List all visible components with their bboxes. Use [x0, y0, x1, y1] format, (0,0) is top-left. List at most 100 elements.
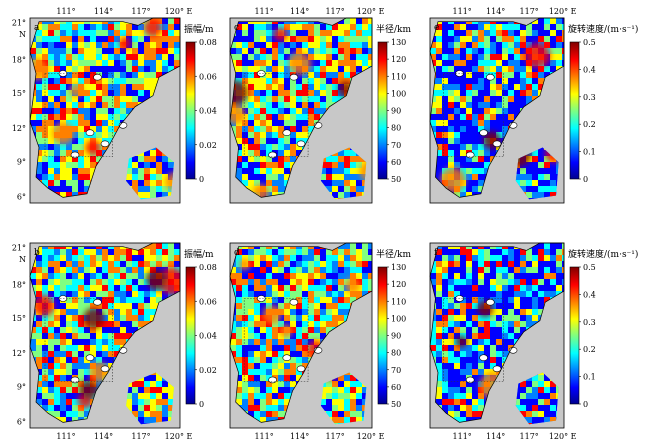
colorbar-tick-label: 50: [391, 400, 401, 409]
colorbar-tick-label: 0: [199, 175, 204, 184]
longitude-tick-label: 120° E: [357, 7, 385, 16]
longitude-tick-label: 114°: [290, 7, 309, 16]
longitude-tick-label: 120° E: [549, 432, 577, 441]
longitude-tick-label: 120° E: [165, 7, 193, 16]
colorbar: [377, 41, 388, 180]
island-shape: [289, 73, 299, 81]
longitude-tick-label: 114°: [94, 432, 113, 441]
map-panel-c: c 半径/km 130 120 110 100 90 80 70 60 50 111° 114° 117°…: [229, 7, 411, 204]
colorbar: [377, 266, 388, 405]
map-panel-b: b 振幅/m 0.08 0.06 0.04 0.02 0 111° 114° 117° 120° E…: [12, 242, 217, 441]
colorbar-title: 半径/km: [376, 23, 411, 35]
map-frame: [429, 17, 565, 204]
island-shape: [268, 151, 277, 159]
island-shape: [282, 129, 292, 136]
colorbar-tick-label: 80: [391, 349, 401, 358]
latitude-tick-label: 18°: [12, 56, 26, 65]
island-shape: [93, 298, 102, 306]
longitude-tick-label: 114°: [486, 7, 505, 16]
latitude-tick-label: 9°: [17, 382, 26, 391]
island-shape: [296, 140, 306, 148]
colorbar-tick-label: 100: [391, 89, 406, 98]
island-shape: [268, 376, 277, 384]
colorbar-tick-label: 80: [391, 124, 401, 133]
longitude-tick-label: 120° E: [549, 7, 577, 16]
longitude-tick-label: 120° E: [357, 432, 385, 441]
island-shape: [296, 365, 306, 373]
colorbar-tick-label: 130: [391, 38, 406, 47]
colorbar: [569, 266, 580, 405]
longitude-tick-label: 114°: [486, 432, 505, 441]
panel-letter: a: [34, 23, 40, 33]
colorbar-tick-label: 90: [391, 107, 401, 116]
panel-letter: f: [434, 248, 438, 258]
longitude-tick-label: 114°: [94, 7, 113, 16]
latitude-tick-label: 15°: [12, 314, 26, 323]
colorbar-tick-label: 0.06: [199, 297, 217, 306]
latitude-tick-label: 12°: [12, 349, 26, 358]
longitude-tick-label: 111°: [453, 7, 472, 16]
colorbar-tick-label: 0: [583, 400, 588, 409]
colorbar-tick-label: 0: [583, 175, 588, 184]
colorbar-tick-label: 110: [391, 297, 406, 306]
island-shape: [85, 354, 95, 362]
latitude-tick-label: 12°: [12, 124, 26, 133]
colorbar-tick-label: 50: [391, 175, 401, 184]
reference-box: [44, 298, 113, 383]
longitude-tick-label: 111°: [254, 432, 273, 441]
latitude-tick-label: 15°: [12, 89, 26, 98]
island-shape: [465, 151, 475, 159]
island-shape: [289, 298, 299, 306]
colorbar-tick-label: 0.4: [583, 65, 596, 74]
latitude-tick-label: 21°: [12, 244, 26, 253]
island-shape: [70, 151, 80, 159]
colorbar-title: 振幅/m: [184, 248, 214, 260]
reference-box: [443, 298, 504, 383]
island-shape: [485, 298, 495, 306]
colorbar-tick-label: 0.1: [583, 148, 596, 157]
colorbar: [185, 41, 196, 180]
latitude-tick-label: 6°: [17, 193, 26, 202]
latitude-tick-label: 9°: [17, 157, 26, 166]
reference-box: [243, 298, 309, 383]
colorbar-tick-label: 120: [391, 280, 406, 289]
island-shape: [492, 140, 502, 148]
colorbar-tick-label: 130: [391, 263, 406, 272]
longitude-tick-label: 117°: [131, 432, 150, 441]
panel-letter: b: [34, 248, 40, 258]
reference-box: [243, 73, 309, 158]
colorbar-tick-label: 0.5: [583, 38, 596, 47]
map-frame: [29, 242, 181, 429]
colorbar-tick-label: 0.08: [199, 263, 217, 272]
colorbar-title: 旋转速度/(m·s⁻¹): [568, 248, 638, 260]
island-shape: [256, 70, 266, 77]
colorbar-title: 振幅/m: [184, 23, 214, 35]
longitude-tick-label: 117°: [325, 432, 344, 441]
map-panel-e: e 旋转速度/(m·s⁻¹) 0.5 0.4 0.3 0.2 0.1 0 111° 114° 117…: [429, 7, 638, 204]
colorbar-tick-label: 70: [391, 366, 401, 375]
reference-box: [44, 73, 113, 158]
island-shape: [282, 354, 292, 362]
colorbar-tick-label: 70: [391, 141, 401, 150]
colorbar-tick-label: 0.04: [199, 332, 217, 341]
colorbar-tick-label: 0.2: [583, 120, 596, 129]
map-panel-d: d 半径/km 130 120 110 100 90 80 70 60 50 111° 114° 117°…: [229, 242, 411, 441]
longitude-tick-label: 117°: [520, 432, 539, 441]
island-shape: [479, 129, 488, 136]
colorbar-tick-label: 0.2: [583, 345, 596, 354]
colorbar-tick-label: 0.06: [199, 72, 217, 81]
colorbar-tick-label: 100: [391, 314, 406, 323]
island-shape: [479, 354, 488, 362]
colorbar-title: 半径/km: [376, 248, 411, 260]
colorbar-tick-label: 60: [391, 158, 401, 167]
map-frame: [229, 242, 373, 429]
colorbar-tick-label: 0.02: [199, 141, 217, 150]
island-shape: [70, 376, 80, 384]
longitude-tick-label: 117°: [131, 7, 150, 16]
island-shape: [85, 129, 95, 136]
panel-letter: e: [434, 23, 439, 33]
colorbar-tick-label: 60: [391, 383, 401, 392]
colorbar: [185, 266, 196, 405]
longitude-tick-label: 120° E: [165, 432, 193, 441]
island-shape: [465, 376, 475, 384]
